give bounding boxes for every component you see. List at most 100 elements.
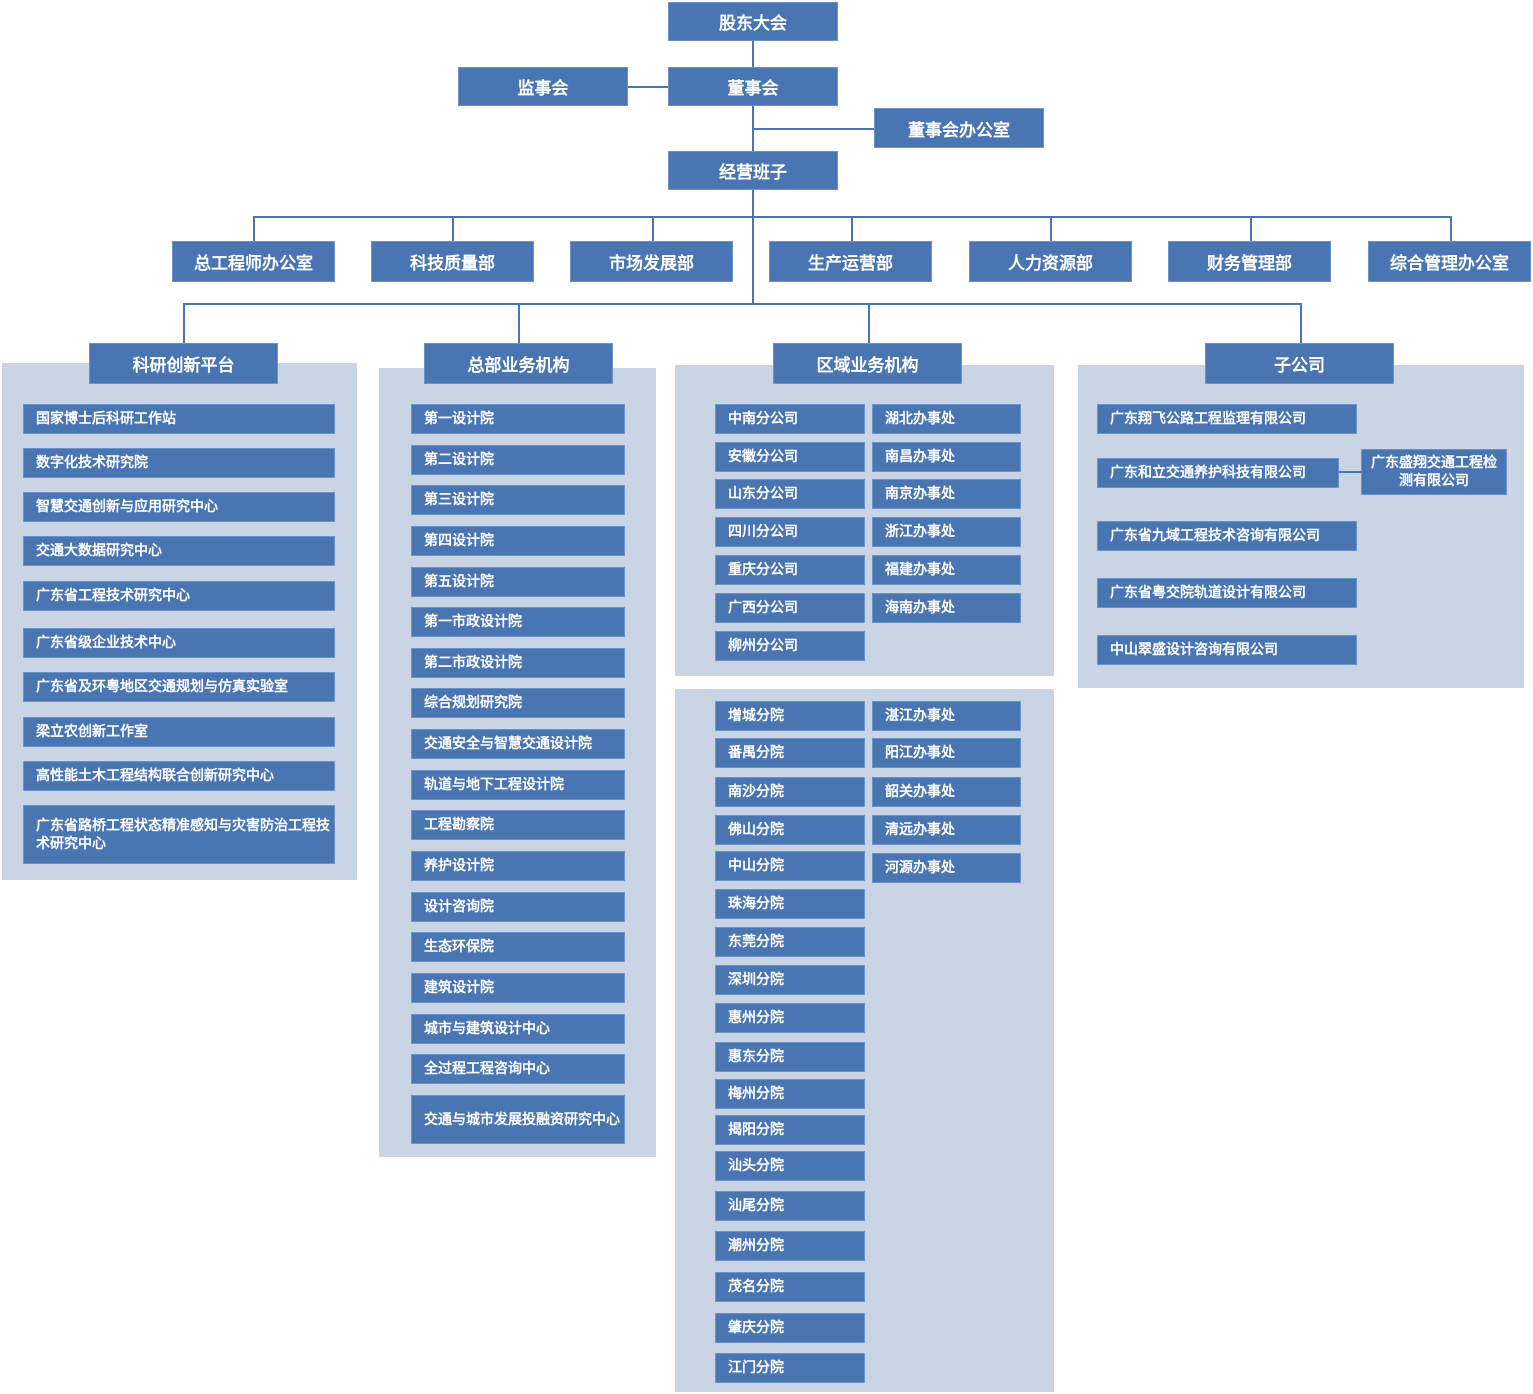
connector-line: [752, 190, 754, 304]
sub-branch-item: 番禺分院: [715, 738, 865, 768]
board-box: 董事会: [668, 67, 838, 106]
connector-line: [1450, 216, 1452, 241]
group-panel: [2, 363, 357, 880]
research-item: 梁立农创新工作室: [23, 717, 335, 747]
branch-item: 安徽分公司: [715, 442, 865, 472]
connector-line: [518, 303, 520, 343]
research-item: 交通大数据研究中心: [23, 536, 335, 566]
subsidiary-item: 广东省粤交院轨道设计有限公司: [1097, 578, 1357, 608]
office-item: 浙江办事处: [872, 517, 1021, 547]
hq-item: 养护设计院: [411, 851, 625, 881]
subsidiary-item: 广东和立交通养护科技有限公司: [1097, 458, 1339, 488]
sub-branch-item: 东莞分院: [715, 927, 865, 957]
hq-item: 轨道与地下工程设计院: [411, 770, 625, 800]
sub-branch-item: 汕尾分院: [715, 1191, 865, 1221]
local-office-item: 湛江办事处: [872, 701, 1021, 731]
group-header: 区域业务机构: [773, 343, 962, 384]
hq-item: 第一设计院: [411, 404, 625, 434]
connector-line: [183, 303, 185, 343]
sub-branch-item: 惠东分院: [715, 1042, 865, 1072]
subsidiary-item: 广东翔飞公路工程监理有限公司: [1097, 404, 1357, 434]
research-item: 广东省级企业技术中心: [23, 628, 335, 658]
connector-line: [452, 216, 454, 241]
department-box: 财务管理部: [1168, 241, 1331, 282]
connector-line: [868, 303, 870, 343]
research-item: 国家博士后科研工作站: [23, 404, 335, 434]
hq-item: 第四设计院: [411, 526, 625, 556]
hq-item: 工程勘察院: [411, 810, 625, 840]
research-item: 广东省工程技术研究中心: [23, 581, 335, 611]
connector-line: [628, 86, 668, 88]
local-office-item: 韶关办事处: [872, 777, 1021, 807]
research-item: 广东省路桥工程状态精准感知与灾害防治工程技术研究中心: [23, 805, 335, 864]
sub-branch-item: 中山分院: [715, 851, 865, 881]
hq-item: 全过程工程咨询中心: [411, 1054, 625, 1084]
research-item: 智慧交通创新与应用研究中心: [23, 492, 335, 522]
subsidiary-item: 广东省九域工程技术咨询有限公司: [1097, 521, 1357, 551]
hq-item: 城市与建筑设计中心: [411, 1014, 625, 1044]
hq-item: 第二市政设计院: [411, 648, 625, 678]
branch-item: 重庆分公司: [715, 555, 865, 585]
management-box: 经营班子: [668, 151, 838, 190]
branch-item: 四川分公司: [715, 517, 865, 547]
hq-item: 第三设计院: [411, 485, 625, 515]
connector-line: [253, 216, 255, 241]
hq-item: 交通与城市发展投融资研究中心: [411, 1095, 625, 1144]
office-item: 湖北办事处: [872, 404, 1021, 434]
sub-branch-item: 揭阳分院: [715, 1115, 865, 1145]
connector-line: [1338, 471, 1361, 473]
hq-item: 建筑设计院: [411, 973, 625, 1003]
sub-branch-item: 深圳分院: [715, 965, 865, 995]
office-item: 南京办事处: [872, 479, 1021, 509]
hq-item: 第一市政设计院: [411, 607, 625, 637]
office-item: 南昌办事处: [872, 442, 1021, 472]
board-office-box: 董事会办公室: [874, 108, 1044, 148]
sub-branch-item: 珠海分院: [715, 889, 865, 919]
connector-line: [851, 216, 853, 241]
supervisors-box: 监事会: [458, 67, 628, 106]
group-header: 子公司: [1205, 343, 1394, 384]
department-box: 生产运营部: [769, 241, 932, 282]
connector-line: [752, 128, 874, 130]
sub-branch-item: 潮州分院: [715, 1231, 865, 1261]
connector-line: [183, 303, 1301, 305]
office-item: 福建办事处: [872, 555, 1021, 585]
sub-branch-item: 南沙分院: [715, 777, 865, 807]
subsidiary-child: 广东盛翔交通工程检测有限公司: [1361, 449, 1507, 495]
hq-item: 第五设计院: [411, 567, 625, 597]
research-item: 高性能土木工程结构联合创新研究中心: [23, 761, 335, 791]
shareholders-box: 股东大会: [668, 2, 838, 41]
subsidiary-item: 中山翠盛设计咨询有限公司: [1097, 635, 1357, 665]
hq-item: 综合规划研究院: [411, 688, 625, 718]
hq-item: 生态环保院: [411, 932, 625, 962]
branch-item: 柳州分公司: [715, 631, 865, 661]
connector-line: [652, 216, 654, 241]
local-office-item: 阳江办事处: [872, 738, 1021, 768]
branch-item: 山东分公司: [715, 479, 865, 509]
sub-branch-item: 惠州分院: [715, 1003, 865, 1033]
local-office-item: 河源办事处: [872, 853, 1021, 883]
branch-item: 中南分公司: [715, 404, 865, 434]
department-box: 总工程师办公室: [172, 241, 335, 282]
office-item: 海南办事处: [872, 593, 1021, 623]
group-header: 总部业务机构: [424, 343, 613, 384]
connector-line: [1250, 216, 1252, 241]
hq-item: 设计咨询院: [411, 892, 625, 922]
hq-item: 第二设计院: [411, 445, 625, 475]
research-item: 广东省及环粤地区交通规划与仿真实验室: [23, 672, 335, 702]
group-header: 科研创新平台: [89, 343, 278, 384]
sub-branch-item: 梅州分院: [715, 1079, 865, 1109]
department-box: 人力资源部: [969, 241, 1132, 282]
local-office-item: 清远办事处: [872, 815, 1021, 845]
department-box: 科技质量部: [371, 241, 534, 282]
connector-line: [1050, 216, 1052, 241]
sub-branch-item: 佛山分院: [715, 815, 865, 845]
sub-branch-item: 肇庆分院: [715, 1313, 865, 1343]
research-item: 数字化技术研究院: [23, 448, 335, 478]
sub-branch-item: 增城分院: [715, 701, 865, 731]
hq-item: 交通安全与智慧交通设计院: [411, 729, 625, 759]
connector-line: [1300, 303, 1302, 343]
sub-branch-item: 汕头分院: [715, 1151, 865, 1181]
branch-item: 广西分公司: [715, 593, 865, 623]
department-box: 市场发展部: [570, 241, 733, 282]
